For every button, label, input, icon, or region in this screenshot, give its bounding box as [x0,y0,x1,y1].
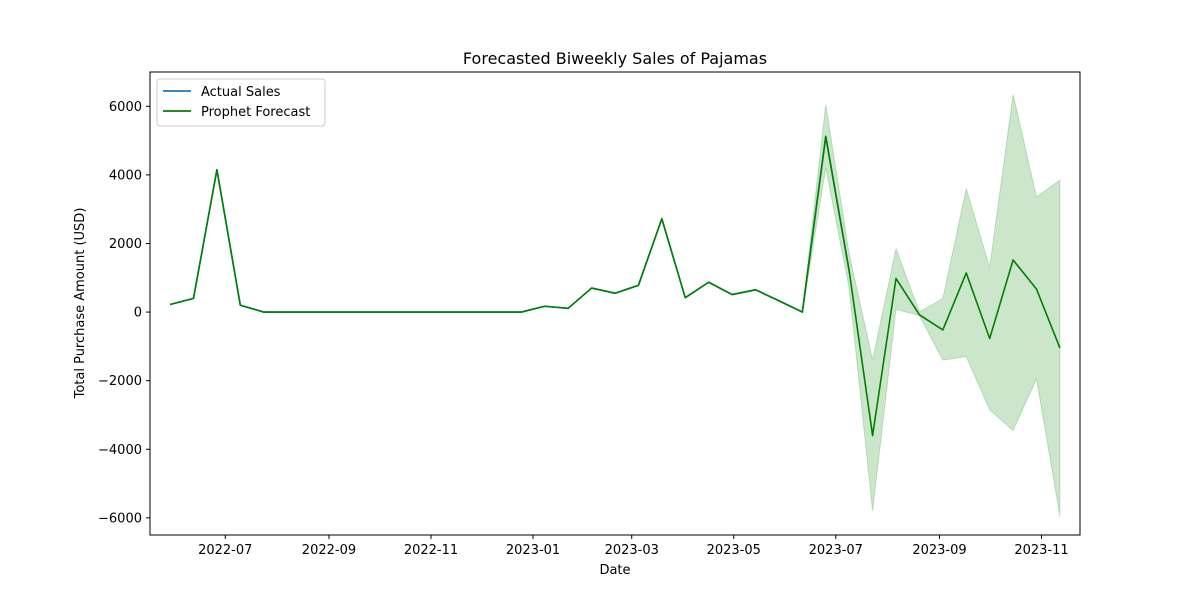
confidence-band-layer [169,94,1061,517]
y-tick-label: −2000 [98,374,142,389]
x-tick-label: 2023-11 [1014,543,1068,558]
legend-label-actual-sales: Actual Sales [201,85,281,100]
x-tick-label: 2022-11 [404,543,458,558]
legend-box [156,78,326,127]
y-tick-label: 4000 [109,168,142,183]
x-axis-label: Date [599,563,630,578]
y-tick-label: −6000 [98,511,142,526]
series-line-prophet-forecast [169,135,1061,437]
x-tick-label: 2022-07 [198,543,252,558]
x-tick-label: 2023-03 [605,543,659,558]
chart-title: Forecasted Biweekly Sales of Pajamas [463,49,767,68]
x-tick-label: 2023-01 [506,543,560,558]
x-axis-ticks: 2022-07 2022-09 2022-11 2023-01 2023-03 2023-… [198,535,1069,558]
x-tick-label: 2023-07 [809,543,863,558]
x-tick-label: 2023-09 [912,543,966,558]
x-tick-label: 2023-05 [707,543,761,558]
y-axis-label: Total Purchase Amount (USD) [73,208,88,400]
plot-frame [149,71,1081,536]
series-lines [169,135,1061,437]
series-line-actual-sales [169,135,850,313]
y-tick-label: 2000 [109,237,142,252]
x-tick-label: 2022-09 [302,543,356,558]
forecast-uncertainty-band [169,94,1061,517]
y-tick-label: 6000 [109,100,142,115]
y-axis-ticks: −6000 −4000 −2000 0 2000 4000 6000 [98,100,150,526]
y-tick-label: −4000 [98,443,142,458]
plot-area [149,71,1081,536]
y-tick-label: 0 [134,306,142,321]
legend-label-prophet-forecast: Prophet Forecast [201,105,310,120]
legend: Actual Sales Prophet Forecast [156,78,326,127]
